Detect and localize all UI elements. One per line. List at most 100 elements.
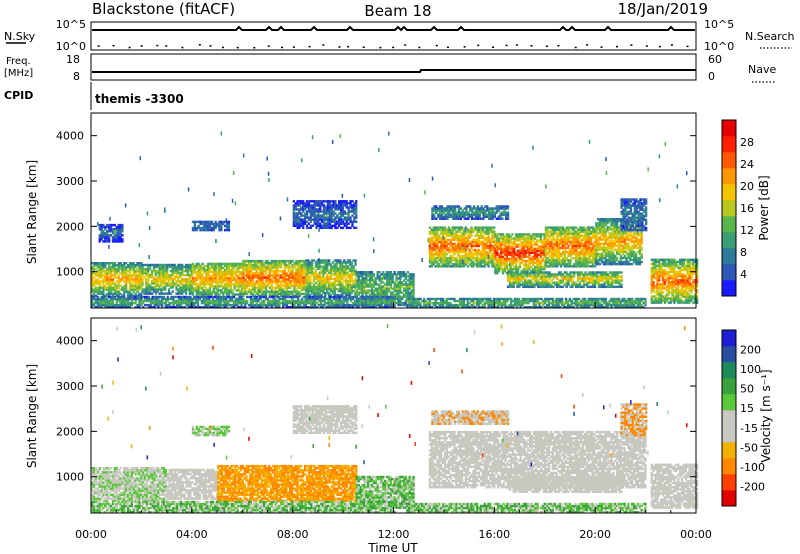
heatmap-cell xyxy=(291,274,294,277)
heatmap-cell xyxy=(302,272,306,275)
heatmap-cell xyxy=(345,263,348,266)
heatmap-cell xyxy=(324,281,327,285)
heatmap-cell xyxy=(191,262,195,266)
heatmap-cell xyxy=(208,270,212,274)
heatmap-cell xyxy=(199,264,202,268)
heatmap-cell xyxy=(318,277,321,281)
heatmap-cell xyxy=(113,270,116,273)
heatmap-cell xyxy=(150,280,154,283)
heatmap-cell xyxy=(125,303,128,307)
heatmap-cell xyxy=(197,272,200,276)
heatmap-cell xyxy=(223,301,226,305)
heatmap-cell xyxy=(320,277,323,281)
heatmap-cell xyxy=(305,289,308,293)
heatmap-cell xyxy=(280,266,283,269)
heatmap-cell xyxy=(357,277,360,280)
heatmap-cell xyxy=(91,306,94,309)
heatmap-cell xyxy=(177,263,180,267)
heatmap-cell xyxy=(339,285,342,289)
heatmap-cell xyxy=(130,288,133,291)
heatmap-cell xyxy=(187,297,190,301)
heatmap-cell xyxy=(149,265,152,269)
heatmap-cell xyxy=(227,293,231,296)
heatmap-cell xyxy=(333,271,336,274)
heatmap-cell xyxy=(282,292,285,296)
heatmap-cell xyxy=(102,303,105,307)
heatmap-cell xyxy=(186,274,190,277)
heatmap-cell xyxy=(126,266,130,269)
heatmap-cell xyxy=(140,292,143,296)
heatmap-cell xyxy=(293,288,296,291)
heatmap-cell xyxy=(173,282,176,285)
heatmap-cell xyxy=(412,283,415,286)
heatmap-cell xyxy=(345,283,348,287)
heatmap-cell xyxy=(403,273,406,276)
heatmap-cell xyxy=(138,303,141,307)
heatmap-cell xyxy=(207,264,210,268)
heatmap-cell xyxy=(283,262,287,265)
heatmap-cell xyxy=(208,299,211,303)
heatmap-cell xyxy=(178,295,181,299)
heatmap-cell xyxy=(225,264,229,268)
heatmap-cell xyxy=(307,267,310,270)
heatmap-cell xyxy=(181,295,185,299)
heatmap-cell xyxy=(237,281,240,284)
heatmap-cell xyxy=(113,297,116,301)
heatmap-cell xyxy=(217,306,220,309)
heatmap-cell xyxy=(361,291,364,294)
heatmap-cell xyxy=(302,292,306,296)
heatmap-cell xyxy=(143,295,147,299)
heatmap-cell xyxy=(221,295,224,299)
heatmap-cell xyxy=(280,286,283,289)
heatmap-cell xyxy=(237,262,240,266)
heatmap-cell xyxy=(134,272,137,275)
heatmap-cell xyxy=(272,276,275,279)
heatmap-cell xyxy=(158,288,161,291)
heatmap-cell xyxy=(132,284,135,287)
heatmap-cell xyxy=(251,292,254,296)
heatmap-cell xyxy=(270,292,273,296)
heatmap-cell xyxy=(94,294,98,298)
heatmap-cell xyxy=(242,272,245,275)
heatmap-cell xyxy=(193,279,196,282)
heatmap-cell xyxy=(100,295,103,299)
heatmap-cell xyxy=(150,292,154,295)
heatmap-cell xyxy=(276,278,279,281)
heatmap-cell xyxy=(302,268,306,271)
heatmap-cell xyxy=(98,284,101,287)
heatmap-cell xyxy=(259,280,262,283)
heatmap-cell xyxy=(109,288,113,291)
heatmap-cell xyxy=(328,283,331,287)
heatmap-cell xyxy=(244,262,247,265)
heatmap-cell xyxy=(177,290,180,293)
heatmap-cell xyxy=(295,270,298,273)
heatmap-cell xyxy=(126,303,130,307)
heatmap-cell xyxy=(268,292,271,296)
heatmap-cell xyxy=(241,285,244,288)
heatmap-cell xyxy=(212,281,215,284)
heatmap-cell xyxy=(261,272,264,275)
heatmap-cell xyxy=(117,280,120,283)
heatmap-cell xyxy=(130,284,133,287)
heatmap-cell xyxy=(179,280,182,283)
heatmap-cell xyxy=(136,264,139,267)
heatmap-cell xyxy=(128,282,132,285)
heatmap-cell xyxy=(300,276,304,279)
heatmap-cell xyxy=(108,292,111,296)
heatmap-cell xyxy=(318,263,321,266)
heatmap-cell xyxy=(117,266,120,269)
heatmap-cell xyxy=(241,287,244,290)
heatmap-cell xyxy=(204,306,207,309)
heatmap-cell xyxy=(246,264,249,267)
heatmap-cell xyxy=(149,297,152,301)
heatmap-cell xyxy=(329,263,333,266)
heatmap-cell xyxy=(119,299,122,303)
heatmap-cell xyxy=(518,263,522,267)
heatmap-cell xyxy=(111,264,115,267)
heatmap-cell xyxy=(314,273,317,276)
heatmap-cell xyxy=(372,281,375,284)
heatmap-cell xyxy=(307,273,310,276)
heatmap-cell xyxy=(259,266,262,269)
heatmap-cell xyxy=(155,301,158,305)
heatmap-cell xyxy=(210,274,213,278)
